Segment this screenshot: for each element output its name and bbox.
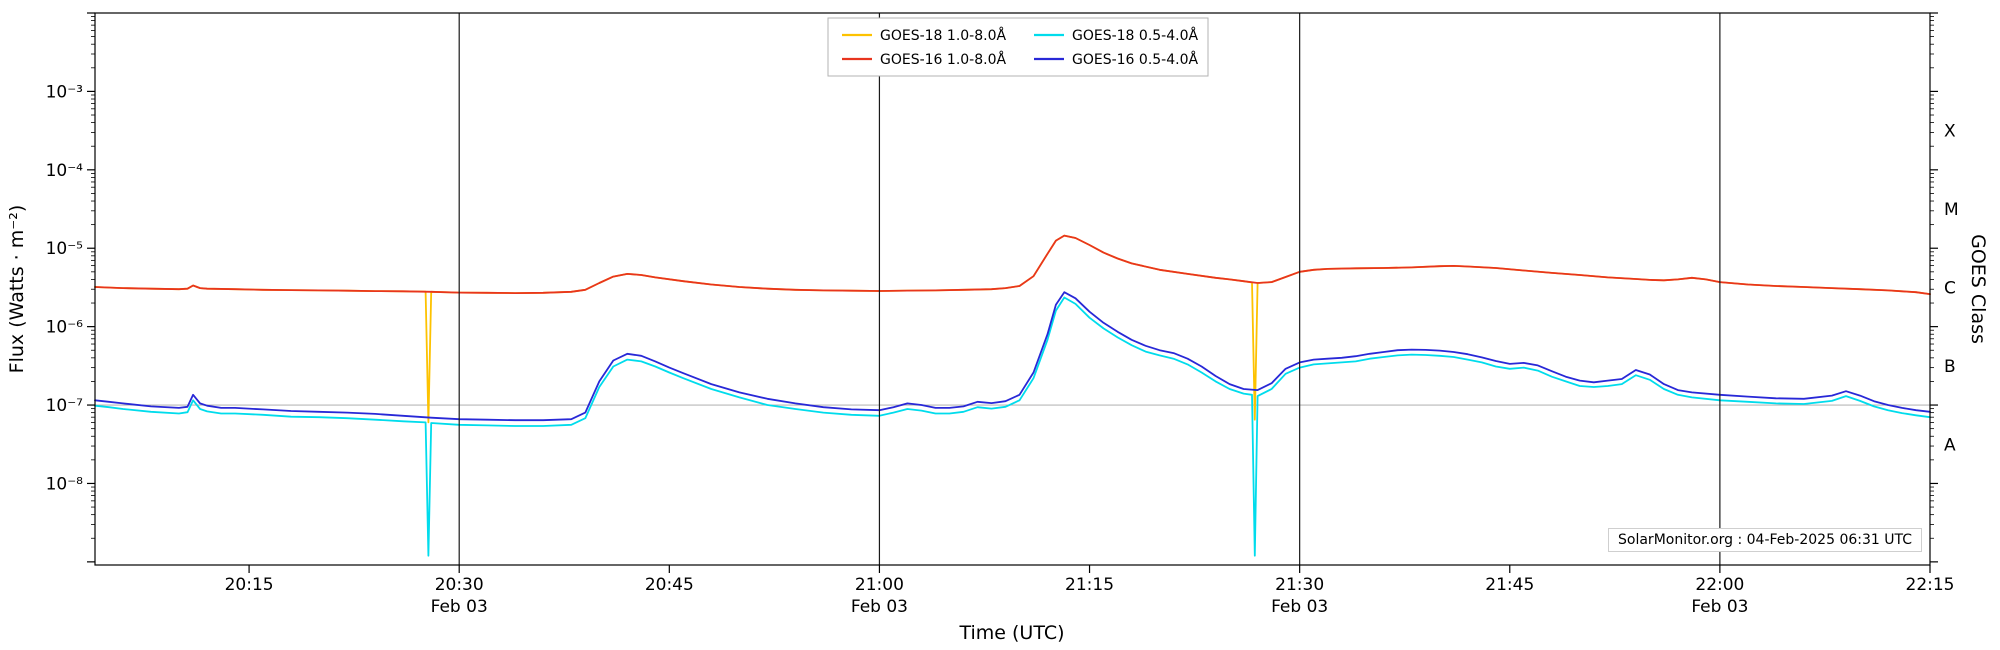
x-tick-label: 20:30	[435, 575, 484, 595]
goes-class-labels: X M C B A	[1944, 122, 1959, 456]
x-tick-label: 21:00	[855, 575, 904, 595]
y-tick-label: 10⁻⁸	[46, 474, 84, 494]
x-tick-sublabel: Feb 03	[431, 597, 488, 617]
y-tick-label: 10⁻³	[46, 82, 83, 102]
legend: GOES-18 1.0-8.0Å GOES-16 1.0-8.0Å GOES-18 …	[827, 17, 1209, 77]
y-tick-label: 10⁻⁴	[46, 161, 84, 181]
y-axis-ticks: 10⁻⁸ 10⁻⁷ 10⁻⁶ 10⁻⁵ 10⁻⁴ 10⁻³	[46, 12, 1938, 563]
solarmonitor-timestamp: SolarMonitor.org : 04-Feb-2025 06:31 UTC	[1608, 528, 1922, 552]
x-tick-label: 20:15	[225, 575, 274, 595]
series-line-goes18-long	[94, 234, 1931, 424]
goes-class-label-M: M	[1944, 200, 1959, 220]
goes-class-label-X: X	[1944, 122, 1956, 142]
y-tick-label: 10⁻⁵	[46, 239, 83, 259]
x-tick-label: 22:00	[1695, 575, 1744, 595]
goes-class-label-C: C	[1944, 278, 1956, 298]
y-tick-label: 10⁻⁶	[46, 318, 84, 338]
x-tick-sublabel: Feb 03	[1691, 597, 1748, 617]
series-line-goes16-short	[94, 291, 1931, 422]
series-group	[94, 234, 1931, 557]
goes-class-label-B: B	[1944, 357, 1956, 377]
x-tick-label: 21:30	[1275, 575, 1324, 595]
legend-label-goes18-long: GOES-18 1.0-8.0Å	[880, 27, 1006, 44]
x-tick-label: 22:15	[1906, 575, 1955, 595]
x-axis-label-time: Time (UTC)	[959, 622, 1065, 644]
series-line-goes16-long	[94, 234, 1931, 296]
legend-label-goes16-long: GOES-16 1.0-8.0Å	[880, 51, 1006, 68]
plot-border	[94, 12, 1931, 566]
legend-frame	[827, 17, 1209, 77]
day-boundary-lines	[458, 13, 1721, 565]
y-axis-label-flux: Flux (Watts · m⁻²)	[6, 204, 28, 374]
x-tick-label: 20:45	[645, 575, 694, 595]
legend-label-goes18-short: GOES-18 0.5-4.0Å	[1072, 27, 1198, 44]
x-tick-sublabel: Feb 03	[851, 597, 908, 617]
x-tick-label: 21:45	[1485, 575, 1534, 595]
series-line-goes18-short	[94, 296, 1931, 557]
y-tick-label: 10⁻⁷	[46, 396, 84, 416]
y-axis-label-goes-class: GOES Class	[1967, 234, 1989, 344]
x-tick-label: 21:15	[1065, 575, 1114, 595]
goes-class-label-A: A	[1944, 435, 1956, 455]
legend-label-goes16-short: GOES-16 0.5-4.0Å	[1072, 51, 1198, 68]
x-tick-sublabel: Feb 03	[1271, 597, 1328, 617]
